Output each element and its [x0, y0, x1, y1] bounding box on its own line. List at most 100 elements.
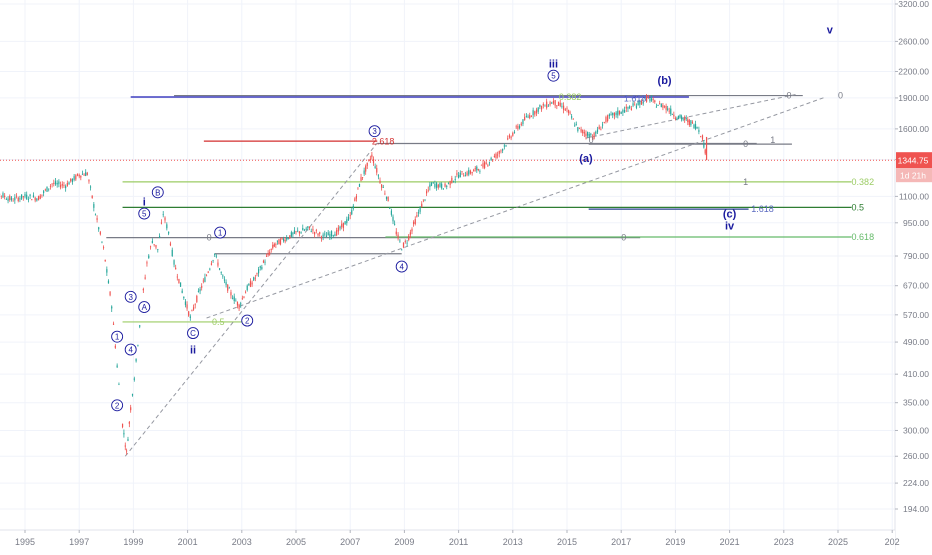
candle-body	[475, 168, 476, 169]
candle-body	[672, 114, 673, 115]
candle-body	[154, 244, 155, 245]
candle-body	[504, 145, 505, 146]
candle-body	[702, 135, 703, 139]
candle-body	[529, 115, 530, 118]
candle-body	[145, 277, 146, 278]
candle-body	[196, 296, 197, 302]
candle-body	[651, 98, 652, 100]
candle-body	[420, 207, 421, 212]
candle-body	[186, 304, 187, 308]
candle-body	[543, 104, 544, 106]
candle-body	[696, 127, 697, 128]
wave-label: 3	[128, 293, 133, 302]
candle-body	[275, 244, 276, 245]
wave-label: (c)	[723, 209, 737, 221]
x-tick-label: 2007	[340, 537, 360, 547]
candle-body	[551, 103, 552, 104]
x-tick-label: 1999	[123, 537, 143, 547]
candle-body	[105, 260, 106, 261]
candle-body	[13, 201, 14, 202]
fib-label: 0	[589, 135, 594, 145]
candle-body	[389, 208, 390, 209]
candle-body	[517, 126, 518, 129]
candle-body	[684, 117, 685, 120]
candle-body	[36, 199, 37, 201]
fib-label: 0.618	[852, 232, 875, 242]
candle-body	[227, 285, 228, 291]
candle-body	[48, 189, 49, 190]
candle-body	[323, 235, 324, 237]
candle-body	[272, 245, 273, 248]
candle-body	[558, 102, 559, 106]
candle-body	[177, 277, 178, 278]
candle-body	[57, 183, 58, 184]
candle-body	[605, 117, 606, 122]
candle-body	[698, 130, 699, 132]
candle-body	[28, 199, 29, 200]
candle-body	[113, 324, 114, 325]
y-tick-label: 950.00	[903, 218, 929, 228]
candle-body	[288, 239, 289, 240]
candle-body	[563, 106, 564, 110]
candle-body	[574, 125, 575, 126]
x-tick-label: 2023	[774, 537, 794, 547]
candle-body	[9, 196, 10, 200]
candle-body	[80, 176, 81, 178]
candle-body	[191, 310, 192, 311]
candle-body	[256, 273, 257, 274]
candle-body	[418, 212, 419, 213]
wave-label: 2	[115, 401, 120, 410]
candle-body	[269, 252, 270, 254]
y-tick-label: 194.00	[903, 504, 929, 514]
candle-body	[599, 127, 600, 129]
candle-body	[129, 422, 130, 424]
candle-body	[571, 116, 572, 117]
candle-body	[214, 254, 215, 255]
candle-body	[465, 175, 466, 176]
wave-label: 5	[551, 72, 556, 81]
candle-body	[108, 281, 109, 284]
candle-body	[294, 230, 295, 233]
candle-body	[654, 100, 655, 102]
candle-body	[4, 196, 5, 197]
candle-body	[82, 174, 83, 175]
candle-body	[522, 119, 523, 124]
x-tick-label: 2021	[720, 537, 740, 547]
price-axis[interactable]	[895, 0, 932, 550]
candle-body	[2, 193, 3, 197]
candle-body	[95, 214, 96, 215]
candle-body	[16, 196, 17, 197]
candle-body	[103, 247, 104, 248]
candle-body	[460, 173, 461, 177]
candle-body	[316, 230, 317, 231]
candle-body	[396, 232, 397, 235]
candle-body	[302, 228, 303, 230]
fib-label: 1	[770, 135, 775, 145]
candle-body	[232, 298, 233, 299]
wave-label: 3	[372, 127, 377, 136]
candle-body	[208, 272, 209, 273]
candle-body	[45, 190, 46, 191]
candle-body	[132, 394, 133, 395]
candle-body	[35, 198, 36, 201]
candle-body	[159, 236, 160, 238]
candle-body	[261, 267, 262, 269]
candle-body	[585, 134, 586, 137]
x-tick-label: 2003	[232, 537, 252, 547]
candle-body	[533, 110, 534, 115]
y-tick-label: 300.00	[903, 425, 929, 435]
candle-body	[364, 171, 365, 174]
candle-body	[553, 101, 554, 104]
candle-body	[426, 191, 427, 193]
candle-body	[216, 256, 217, 257]
candle-body	[354, 198, 355, 201]
fib-label: 1	[743, 177, 748, 187]
y-tick-label: 490.00	[903, 337, 929, 347]
candle-body	[166, 224, 167, 228]
candle-body	[375, 166, 376, 168]
candle-body	[277, 240, 278, 241]
candle-body	[126, 451, 127, 452]
candle-body	[324, 234, 325, 235]
